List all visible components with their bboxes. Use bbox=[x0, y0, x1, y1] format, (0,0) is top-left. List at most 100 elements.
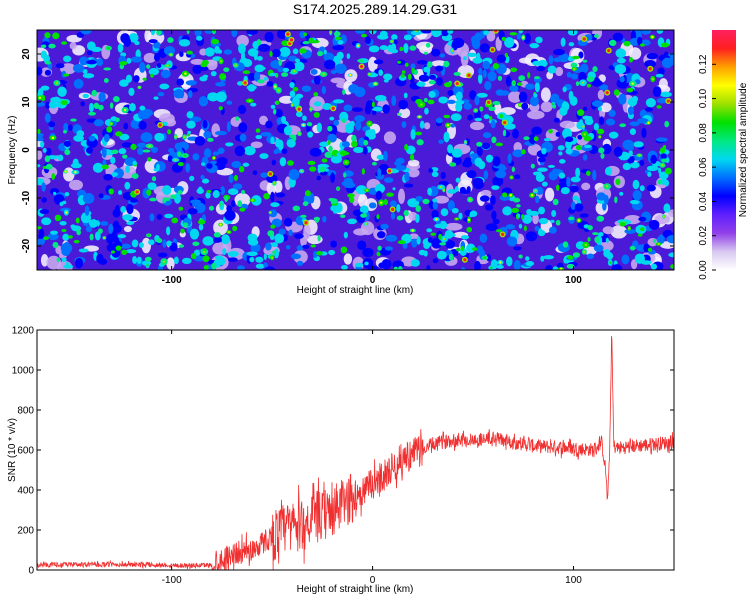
spectrogram-cell bbox=[343, 172, 347, 178]
spectrogram-peak bbox=[219, 60, 223, 63]
spectrogram-peak bbox=[522, 36, 525, 39]
spectrogram-cell bbox=[535, 195, 540, 204]
snr-panel: -100 0 100 0 200 400 600 800 1000 1200 Height of… bbox=[7, 326, 675, 595]
spectrogram-cell bbox=[48, 101, 58, 109]
spectrogram-cell bbox=[50, 230, 58, 235]
spectrogram-cell bbox=[255, 256, 264, 263]
spectrogram-cell bbox=[343, 182, 356, 189]
spectrogram-cell bbox=[86, 60, 97, 65]
spectrogram-low-patch bbox=[486, 30, 496, 42]
spectrogram-cell bbox=[164, 197, 171, 202]
spectrogram-cell bbox=[456, 247, 461, 252]
spectrogram-peak bbox=[512, 81, 515, 85]
spectrogram-cell bbox=[130, 119, 141, 130]
spectrogram-cell bbox=[593, 244, 604, 252]
spectrogram-cell bbox=[154, 132, 165, 142]
spectrogram-cell bbox=[485, 223, 498, 231]
spectrogram-cell bbox=[255, 134, 263, 140]
spectrogram-peak bbox=[51, 136, 55, 140]
spectrogram-cell bbox=[587, 116, 593, 123]
spectrogram-low-patch bbox=[445, 222, 463, 231]
spectrogram-cell bbox=[205, 191, 211, 199]
spectrogram-peak bbox=[435, 218, 438, 221]
spectrogram-cell bbox=[258, 43, 270, 52]
spectrogram-cell bbox=[237, 200, 243, 208]
spectrogram-peak bbox=[365, 189, 369, 192]
spectrogram-cell bbox=[397, 60, 401, 64]
spectrogram-peak bbox=[123, 108, 127, 112]
snr-xlabel: Height of straight line (km) bbox=[297, 584, 414, 595]
spectrogram-low-patch bbox=[398, 107, 411, 119]
spectrogram-cell bbox=[200, 174, 205, 180]
spectrogram-cell bbox=[483, 170, 489, 180]
spectrogram-cell bbox=[279, 157, 287, 167]
spectrogram-cell bbox=[657, 67, 665, 75]
spectrogram-cell bbox=[459, 186, 466, 193]
spectrogram-cell bbox=[144, 109, 153, 117]
spectrogram-cell bbox=[78, 248, 89, 253]
spectrogram-cell bbox=[485, 154, 494, 163]
spectrogram-cell bbox=[202, 74, 209, 79]
spectrogram-cell bbox=[575, 145, 582, 151]
spectrogram-cell bbox=[509, 32, 518, 36]
spectrogram-peak bbox=[64, 170, 67, 173]
spectrogram-cell bbox=[476, 52, 481, 63]
spectrogram-cell bbox=[115, 204, 120, 215]
spectrogram-cell bbox=[286, 138, 296, 148]
spectrogram-cell bbox=[115, 131, 123, 137]
spectrogram-peak bbox=[38, 96, 42, 100]
spectrogram-cell bbox=[423, 250, 428, 257]
spectrogram-cell bbox=[330, 172, 336, 183]
spectrogram-cell bbox=[431, 48, 441, 57]
spectrogram-cell bbox=[271, 242, 278, 248]
spectrogram-peak bbox=[212, 30, 216, 33]
spectrogram-cell bbox=[439, 242, 447, 246]
spectrogram-peak bbox=[183, 135, 186, 139]
spectrogram-cell bbox=[100, 221, 109, 226]
spectrogram-cell bbox=[410, 128, 416, 140]
spectrogram-peak bbox=[662, 215, 666, 218]
spectrogram-cell bbox=[103, 173, 113, 181]
spectrogram-cell bbox=[173, 88, 184, 99]
spectrogram-cell bbox=[423, 243, 430, 249]
spectrogram-peak bbox=[598, 135, 602, 139]
spectrogram-cell bbox=[393, 266, 398, 270]
spectrogram-cell bbox=[192, 241, 200, 247]
spectrogram-cell bbox=[538, 206, 545, 215]
spectrogram-cell bbox=[360, 213, 368, 218]
spectrogram-cell bbox=[647, 247, 653, 252]
spectrogram-cell bbox=[347, 218, 358, 225]
spectrogram-cell bbox=[648, 219, 660, 230]
spectrogram-cell bbox=[76, 130, 85, 137]
spectrogram-cell bbox=[257, 66, 266, 71]
spectrogram-peak bbox=[661, 164, 664, 167]
spectrogram-cell bbox=[177, 161, 184, 167]
spectrogram-cell bbox=[661, 57, 673, 69]
spectrogram-cell bbox=[427, 187, 432, 196]
spectrogram-cell bbox=[322, 216, 327, 223]
spectrogram-cell bbox=[249, 256, 255, 263]
spectrogram-cell bbox=[474, 260, 481, 270]
spectrogram-cell bbox=[565, 139, 572, 150]
spectrogram-peak bbox=[162, 260, 166, 263]
spectrogram-cell bbox=[41, 217, 52, 226]
spectrogram-peak bbox=[349, 73, 352, 77]
spectrogram-cell bbox=[612, 32, 624, 42]
spectrogram-cell bbox=[163, 45, 176, 56]
spectrogram-cell bbox=[402, 242, 408, 250]
spectrogram-cell bbox=[646, 165, 659, 172]
spectrogram-cell bbox=[237, 105, 247, 115]
spectrogram-cell bbox=[73, 78, 84, 89]
spectrogram-cell bbox=[260, 132, 272, 137]
spectrogram-cell bbox=[278, 228, 286, 235]
spectrogram-cell bbox=[668, 252, 674, 258]
spectrogram-cell bbox=[45, 101, 51, 109]
spectrogram-peak bbox=[302, 123, 305, 127]
spectrogram-cell bbox=[550, 93, 560, 104]
spectrogram-low-patch bbox=[143, 52, 157, 64]
spectrogram-cell bbox=[62, 200, 67, 205]
spectrogram-cell bbox=[534, 225, 540, 232]
spectrogram-cell bbox=[510, 67, 518, 72]
